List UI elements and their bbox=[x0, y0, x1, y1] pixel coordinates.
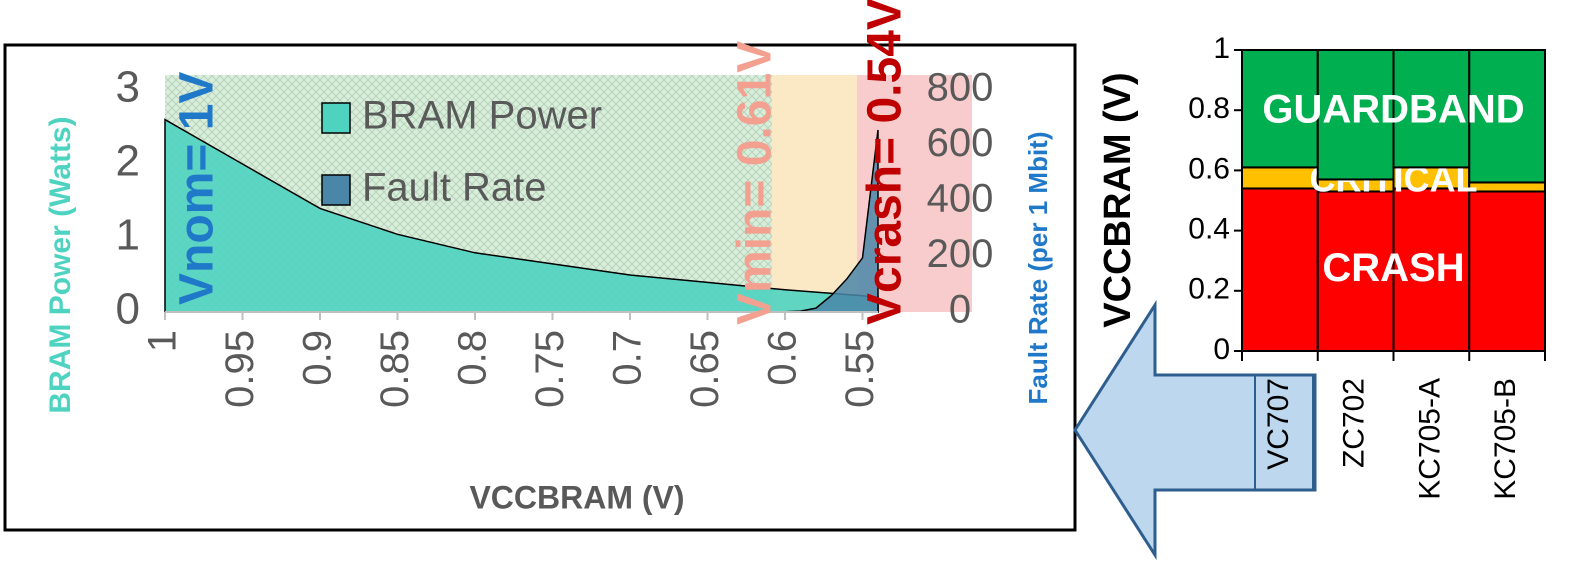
x-tick-label: 0.9 bbox=[296, 330, 340, 386]
annotation: Vmin= 0.61V bbox=[729, 41, 782, 325]
bar-segment bbox=[1392, 49, 1471, 169]
x-tick-label: KC705-A bbox=[1413, 378, 1446, 500]
bar-segment bbox=[1316, 190, 1395, 352]
annotation: Vnom= 1V bbox=[171, 72, 224, 305]
y-tick-label: 0 bbox=[116, 285, 140, 334]
x-tick-label: VC707 bbox=[1262, 378, 1295, 470]
y-tick-label: 3 bbox=[116, 63, 140, 112]
x-tick-label: 0.6 bbox=[761, 330, 805, 386]
legend-label: Fault Rate bbox=[362, 166, 547, 210]
x-tick-label: 0.7 bbox=[606, 330, 650, 386]
y-tick-label: 1 bbox=[116, 211, 140, 260]
segment-label: GUARDBAND bbox=[1262, 88, 1524, 132]
y-tick-label: 0.6 bbox=[1188, 152, 1230, 185]
x-tick-label: 0.85 bbox=[373, 330, 417, 408]
bar-segment bbox=[1241, 166, 1319, 190]
y2-tick-label: 400 bbox=[927, 177, 994, 221]
y-axis-title: BRAM Power (Watts) bbox=[44, 116, 77, 413]
bar-segment bbox=[1468, 181, 1546, 193]
bar-segment bbox=[1468, 190, 1546, 352]
y-tick-label: 0.4 bbox=[1188, 213, 1230, 246]
x-tick-label: 0.75 bbox=[528, 330, 572, 408]
x-tick-label: 1 bbox=[141, 330, 185, 352]
y2-tick-label: 600 bbox=[927, 121, 994, 165]
x-tick-label: 0.8 bbox=[451, 330, 495, 386]
x-tick-label: 0.65 bbox=[683, 330, 727, 408]
bar-segment bbox=[1468, 49, 1546, 184]
segment-label: CRASH bbox=[1322, 246, 1464, 290]
arrow bbox=[1073, 299, 1317, 561]
y2-tick-label: 800 bbox=[927, 66, 994, 110]
y-tick-label: 0 bbox=[1213, 333, 1230, 366]
bar-segment bbox=[1241, 187, 1319, 352]
y2-axis-title: Fault Rate (per 1 Mbit) bbox=[1023, 131, 1053, 404]
y2-tick-label: 200 bbox=[927, 232, 994, 276]
x-tick-label: KC705-B bbox=[1489, 378, 1522, 500]
y-axis-title: VCCBRAM (V) bbox=[1097, 72, 1139, 327]
legend-swatch bbox=[321, 102, 351, 134]
x-tick-label: 0.95 bbox=[218, 330, 262, 408]
legend-label: BRAM Power bbox=[362, 94, 602, 138]
annotation: Vcrash= 0.54V bbox=[859, 0, 912, 325]
y2-tick-label: 0 bbox=[949, 288, 971, 332]
y-tick-label: 2 bbox=[116, 137, 140, 186]
x-tick-label: ZC702 bbox=[1338, 378, 1371, 468]
y-tick-label: 0.2 bbox=[1188, 273, 1230, 306]
x-tick-label: 0.55 bbox=[838, 330, 882, 408]
bar-segment bbox=[1316, 49, 1395, 181]
y-tick-label: 0.8 bbox=[1188, 92, 1230, 125]
highlight-box bbox=[1254, 374, 1314, 491]
y-tick-label: 1 bbox=[1213, 32, 1230, 65]
critical-zone bbox=[772, 75, 857, 312]
x-axis-title: VCCBRAM (V) bbox=[469, 479, 684, 515]
legend-swatch bbox=[321, 174, 351, 206]
